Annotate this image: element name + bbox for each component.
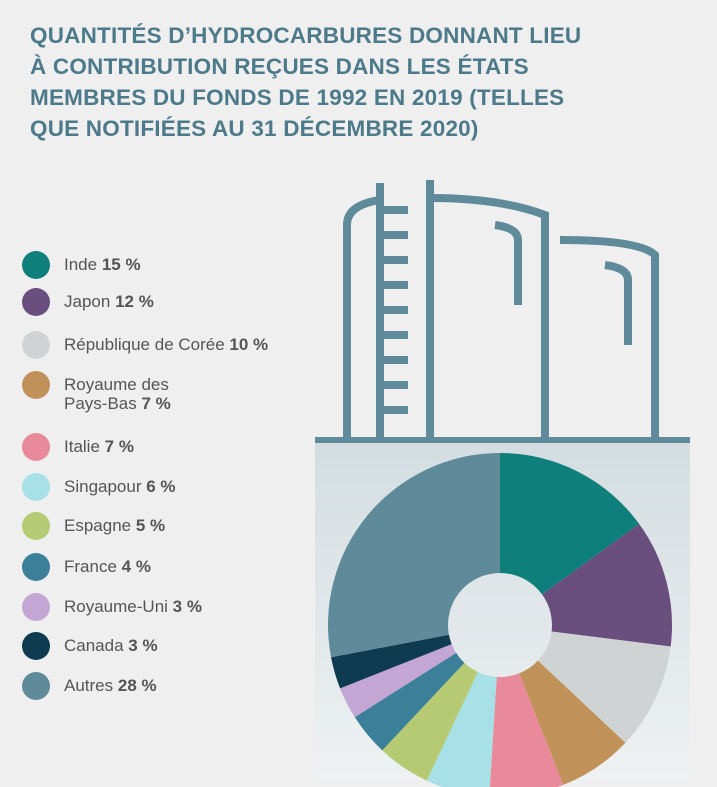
pie-slice — [382, 662, 478, 781]
legend-swatch — [22, 512, 50, 540]
pie-slice — [489, 673, 564, 787]
legend-label: Royaume des Pays-Bas — [64, 375, 169, 413]
legend-value: 7 % — [141, 394, 171, 413]
legend-text: Autres 28 % — [64, 676, 157, 695]
pie-slice — [537, 631, 671, 743]
legend-value: 4 % — [121, 557, 151, 576]
legend-text: Japon 12 % — [64, 292, 154, 311]
legend-text: Royaume des Pays-Bas 7 % — [64, 375, 171, 413]
legend-label: Autres — [64, 676, 114, 695]
pie-slice — [542, 523, 672, 647]
legend-text: Inde 15 % — [64, 255, 141, 274]
legend-value: 10 % — [229, 335, 269, 354]
legend-swatch — [22, 593, 50, 621]
legend-swatch — [22, 433, 50, 461]
pie-slice — [426, 672, 497, 787]
legend-item: Royaume des Pays-Bas 7 % — [22, 371, 171, 413]
legend-text: République de Corée 10 % — [64, 335, 268, 354]
legend-item: République de Corée 10 % — [22, 331, 268, 359]
legend-item: Singapour 6 % — [22, 473, 176, 501]
legend-item: Royaume-Uni 3 % — [22, 593, 202, 621]
legend-item: Autres 28 % — [22, 672, 157, 700]
legend-text: Royaume-Uni 3 % — [64, 597, 202, 616]
legend-value: 5 % — [135, 516, 166, 535]
legend-label: Singapour — [64, 477, 142, 496]
legend-text: France 4 % — [64, 557, 151, 576]
pie-slice — [331, 634, 452, 689]
legend-text: Espagne 5 % — [64, 516, 165, 535]
legend-item: Italie 7 % — [22, 433, 134, 461]
legend-value: 28 % — [117, 676, 157, 695]
legend-swatch — [22, 331, 50, 359]
legend-item: Canada 3 % — [22, 632, 158, 660]
pie-slice — [328, 453, 500, 658]
legend-label: Inde — [64, 255, 98, 274]
legend-label: France — [64, 557, 117, 576]
legend-item: France 4 % — [22, 553, 151, 581]
legend-item: Espagne 5 % — [22, 512, 165, 540]
legend-item: Inde 15 % — [22, 251, 141, 279]
legend-text: Italie 7 % — [64, 437, 134, 456]
legend-value: 6 % — [146, 477, 176, 496]
legend-text: Singapour 6 % — [64, 477, 176, 496]
legend-swatch — [22, 371, 50, 399]
chart-title: QUANTITÉS D’HYDROCARBURES DONNANT LIEU À… — [30, 23, 582, 141]
legend-label: Royaume-Uni — [64, 597, 168, 616]
legend-value: 3 % — [128, 636, 158, 655]
legend-swatch — [22, 251, 50, 279]
legend-swatch — [22, 473, 50, 501]
tank-illustration — [315, 180, 690, 443]
legend-text: Canada 3 % — [64, 636, 158, 655]
pie-slice — [340, 644, 457, 718]
legend-label: Espagne — [64, 516, 132, 535]
legend-swatch — [22, 288, 50, 316]
legend-item: Japon 12 % — [22, 288, 154, 316]
legend-label: Japon — [64, 292, 111, 311]
pie-slice — [354, 652, 465, 751]
pie-slice — [519, 660, 626, 785]
legend-swatch — [22, 632, 50, 660]
pie-slice — [500, 453, 640, 595]
legend-label: Italie — [64, 437, 100, 456]
legend-value: 15 % — [101, 255, 141, 274]
legend-label: République de Corée — [64, 335, 225, 354]
legend-swatch — [22, 553, 50, 581]
legend-value: 7 % — [104, 437, 134, 456]
legend-swatch — [22, 672, 50, 700]
legend-label: Canada — [64, 636, 124, 655]
legend-value: 12 % — [115, 292, 154, 311]
legend-value: 3 % — [172, 597, 202, 616]
